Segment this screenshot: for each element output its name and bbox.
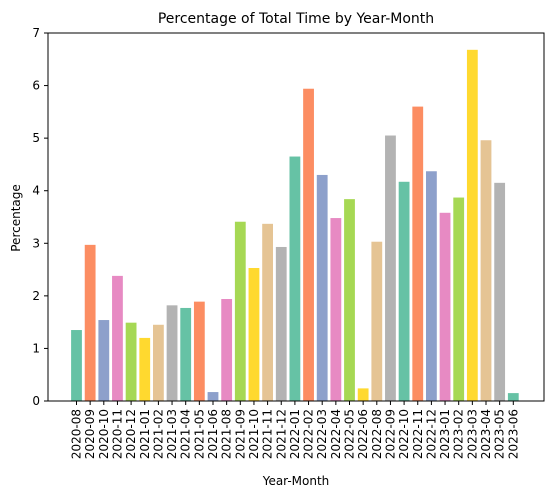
x-tick-label: 2020-10: [97, 409, 111, 459]
bar-2023-02: [453, 197, 465, 401]
bar-2020-11: [112, 275, 123, 401]
bar-2022-09: [385, 135, 396, 401]
bars: [71, 49, 519, 401]
x-tick-label: 2023-05: [493, 409, 507, 459]
x-tick-label: 2022-02: [302, 409, 316, 459]
x-tick-label: 2020-09: [83, 409, 97, 459]
x-tick-label: 2022-10: [397, 409, 411, 459]
bar-2023-05: [494, 182, 506, 401]
x-axis-label: Year-Month: [262, 474, 330, 488]
y-tick-label: 5: [32, 131, 40, 145]
bar-2023-06: [507, 393, 519, 401]
bar-2021-10: [248, 267, 260, 401]
x-tick-label: 2021-02: [151, 409, 165, 459]
y-tick-label: 0: [32, 394, 40, 408]
bar-2022-04: [330, 218, 342, 401]
bar-2021-05: [193, 301, 205, 401]
x-tick-label: 2021-06: [206, 409, 220, 459]
bar-2022-05: [344, 199, 355, 401]
bar-2021-03: [166, 305, 178, 401]
bar-2022-03: [316, 174, 328, 401]
y-axis: 0 1 2 3 4 5 6 7: [32, 26, 48, 408]
x-tick-label: 2020-11: [110, 409, 124, 459]
bar-2020-09: [84, 244, 96, 401]
bar-2020-08: [71, 330, 82, 401]
x-tick-label: 2021-10: [247, 409, 261, 459]
x-tick-label: 2021-03: [165, 409, 179, 459]
bar-2021-08: [221, 299, 233, 401]
x-tick-label: 2022-03: [315, 409, 329, 459]
bar-2021-11: [262, 223, 273, 401]
x-tick-label: 2022-06: [356, 409, 370, 459]
x-tick-label: 2022-12: [424, 409, 438, 459]
x-tick-label: 2021-12: [274, 409, 288, 459]
y-tick-label: 6: [32, 79, 40, 93]
bar-2021-04: [180, 307, 192, 401]
x-tick-label: 2021-01: [138, 409, 152, 459]
plot-frame: [47, 32, 545, 402]
x-tick-label: 2023-04: [479, 409, 493, 459]
bar-2023-01: [439, 212, 451, 401]
bar-2021-06: [207, 392, 219, 401]
bar-2022-06: [357, 388, 369, 401]
bar-2022-08: [371, 241, 383, 401]
x-axis: 2020-08 2020-09 2020-10 2020-11 2020-12 2021-…: [70, 401, 520, 459]
y-tick-label: 1: [32, 341, 40, 355]
x-tick-label: 2022-04: [329, 409, 343, 459]
x-tick-label: 2022-08: [370, 409, 384, 459]
x-tick-label: 2023-03: [465, 409, 479, 459]
bar-2020-10: [98, 320, 110, 401]
x-tick-label: 2021-09: [233, 409, 247, 459]
bar-2021-01: [139, 337, 151, 401]
y-axis-label: Percentage: [9, 184, 23, 252]
x-tick-label: 2020-12: [124, 409, 138, 459]
x-tick-label: 2021-08: [220, 409, 234, 459]
bar-2022-11: [412, 106, 424, 401]
x-tick-label: 2022-01: [288, 409, 302, 459]
bar-2021-09: [234, 221, 246, 401]
bar-2021-12: [275, 246, 287, 401]
x-tick-label: 2023-01: [438, 409, 452, 459]
x-tick-label: 2023-02: [452, 409, 466, 459]
x-tick-label: 2021-11: [261, 409, 275, 459]
x-tick-label: 2022-09: [383, 409, 397, 459]
x-tick-label: 2023-06: [506, 409, 520, 459]
bar-2022-10: [398, 181, 410, 401]
x-tick-label: 2022-11: [411, 409, 425, 459]
bar-2023-03: [466, 49, 478, 401]
bar-2022-02: [303, 88, 314, 401]
x-tick-label: 2021-05: [192, 409, 206, 459]
y-tick-label: 7: [32, 26, 40, 40]
y-tick-label: 4: [32, 184, 40, 198]
bar-2020-12: [125, 322, 137, 401]
bar-2021-02: [153, 324, 164, 401]
x-tick-label: 2020-08: [70, 409, 84, 459]
bar-2022-12: [426, 171, 437, 401]
bar-2023-04: [480, 140, 492, 401]
y-tick-label: 3: [32, 236, 40, 250]
bar-2022-01: [289, 156, 301, 401]
x-tick-label: 2021-04: [179, 409, 193, 459]
x-tick-label: 2022-05: [343, 409, 357, 459]
chart-title: Percentage of Total Time by Year-Month: [158, 11, 434, 27]
y-tick-label: 2: [32, 289, 40, 303]
